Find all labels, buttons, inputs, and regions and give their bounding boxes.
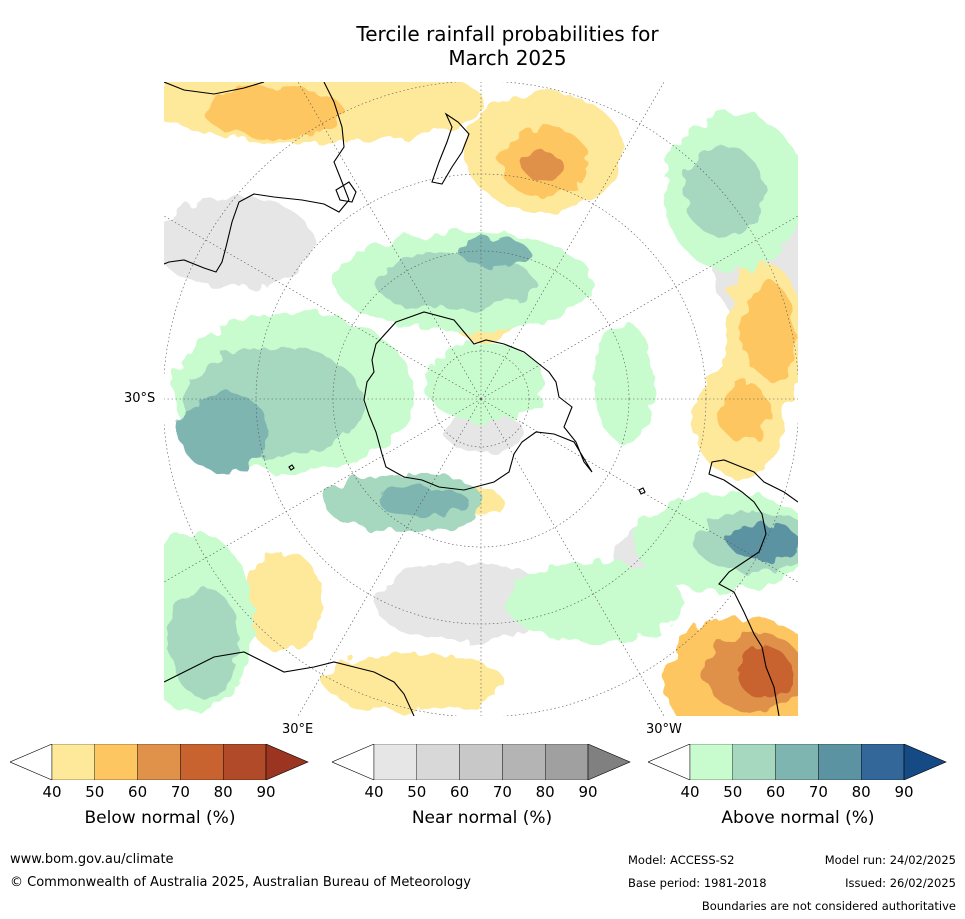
lon-label-30w: 30°W [646, 722, 682, 737]
colorbar-near-tick: 50 [407, 783, 427, 801]
graticule [164, 82, 798, 716]
colorbar-near-tick: 70 [492, 783, 512, 801]
colorbar-cell [775, 744, 819, 780]
footer-issued: Issued: 26/02/2025 [845, 876, 956, 890]
map-canvas [164, 82, 798, 716]
colorbar-cell [689, 744, 733, 780]
colorbar-above-tick: 80 [851, 783, 871, 801]
footer-model-run: Model run: 24/02/2025 [824, 853, 956, 867]
colorbar-above-tick: 60 [766, 783, 786, 801]
colorbar-below-tick: 70 [170, 783, 190, 801]
map-title: Tercile rainfall probabilities for March… [0, 22, 965, 70]
colorbar-above-ticks: 40 50 60 70 80 90 [648, 783, 948, 801]
colorbar-above-tick: 50 [723, 783, 743, 801]
colorbar-above-label: Above normal (%) [721, 808, 875, 828]
colorbar-near-arrow-high [587, 744, 631, 780]
colorbar-below-label: Below normal (%) [84, 808, 236, 828]
colorbar-above-tick: 90 [894, 783, 914, 801]
footer-copyright: © Commonwealth of Australia 2025, Austra… [10, 875, 471, 890]
colorbar-near-tick: 60 [450, 783, 470, 801]
colorbar-near-normal [332, 744, 631, 780]
colorbar-near-arrow-low [332, 744, 375, 780]
colorbar-cell [818, 744, 862, 780]
colorbar-near-label: Near normal (%) [411, 808, 553, 828]
colorbar-above-tick: 70 [808, 783, 828, 801]
probability-shading [164, 82, 798, 716]
colorbar-cell [94, 744, 138, 780]
colorbar-below-tick: 80 [213, 783, 233, 801]
footer-model: Model: ACCESS-S2 [628, 853, 735, 867]
title-line-2: March 2025 [448, 46, 567, 70]
colorbar-cell [137, 744, 181, 780]
colorbar-cell [416, 744, 460, 780]
colorbar-below-tick: 60 [128, 783, 148, 801]
colorbar-above-arrow-low [648, 744, 691, 780]
colorbar-near-tick: 80 [535, 783, 555, 801]
colorbar-below-ticks: 40 50 60 70 80 90 [10, 783, 310, 801]
footer-website: www.bom.gov.au/climate [10, 852, 174, 867]
coastlines [164, 82, 798, 716]
lat-label-30s: 30°S [124, 391, 156, 406]
rainfall-map[interactable] [164, 82, 798, 716]
colorbar-near-ticks: 40 50 60 70 80 90 [332, 783, 632, 801]
colorbar-below-tick: 50 [85, 783, 105, 801]
colorbar-cell [51, 744, 95, 780]
colorbar-cell [502, 744, 546, 780]
colorbar-cell [373, 744, 417, 780]
colorbar-above-arrow-high [903, 744, 947, 780]
colorbar-below-arrow-low [10, 744, 53, 780]
colorbar-below-cells [51, 744, 267, 780]
colorbar-below-arrow-high [265, 744, 309, 780]
colorbar-cell [180, 744, 224, 780]
colorbar-near-cells [373, 744, 589, 780]
footer-disclaimer: Boundaries are not considered authoritat… [701, 899, 956, 913]
colorbar-cell [222, 744, 267, 780]
lon-label-30e: 30°E [282, 722, 314, 737]
colorbar-near-tick: 90 [578, 783, 598, 801]
colorbar-near-tick: 40 [364, 783, 384, 801]
colorbar-below-normal [10, 744, 309, 780]
colorbar-cell [544, 744, 589, 780]
colorbar-above-normal [648, 744, 947, 780]
colorbar-cell [459, 744, 503, 780]
colorbar-above-tick: 40 [680, 783, 700, 801]
title-line-1: Tercile rainfall probabilities for [356, 22, 659, 46]
colorbar-below-tick: 90 [256, 783, 276, 801]
colorbar-below-tick: 40 [42, 783, 62, 801]
colorbar-above-cells [689, 744, 905, 780]
colorbar-cell [732, 744, 776, 780]
colorbar-cell [860, 744, 905, 780]
footer-base-period: Base period: 1981-2018 [628, 876, 767, 890]
